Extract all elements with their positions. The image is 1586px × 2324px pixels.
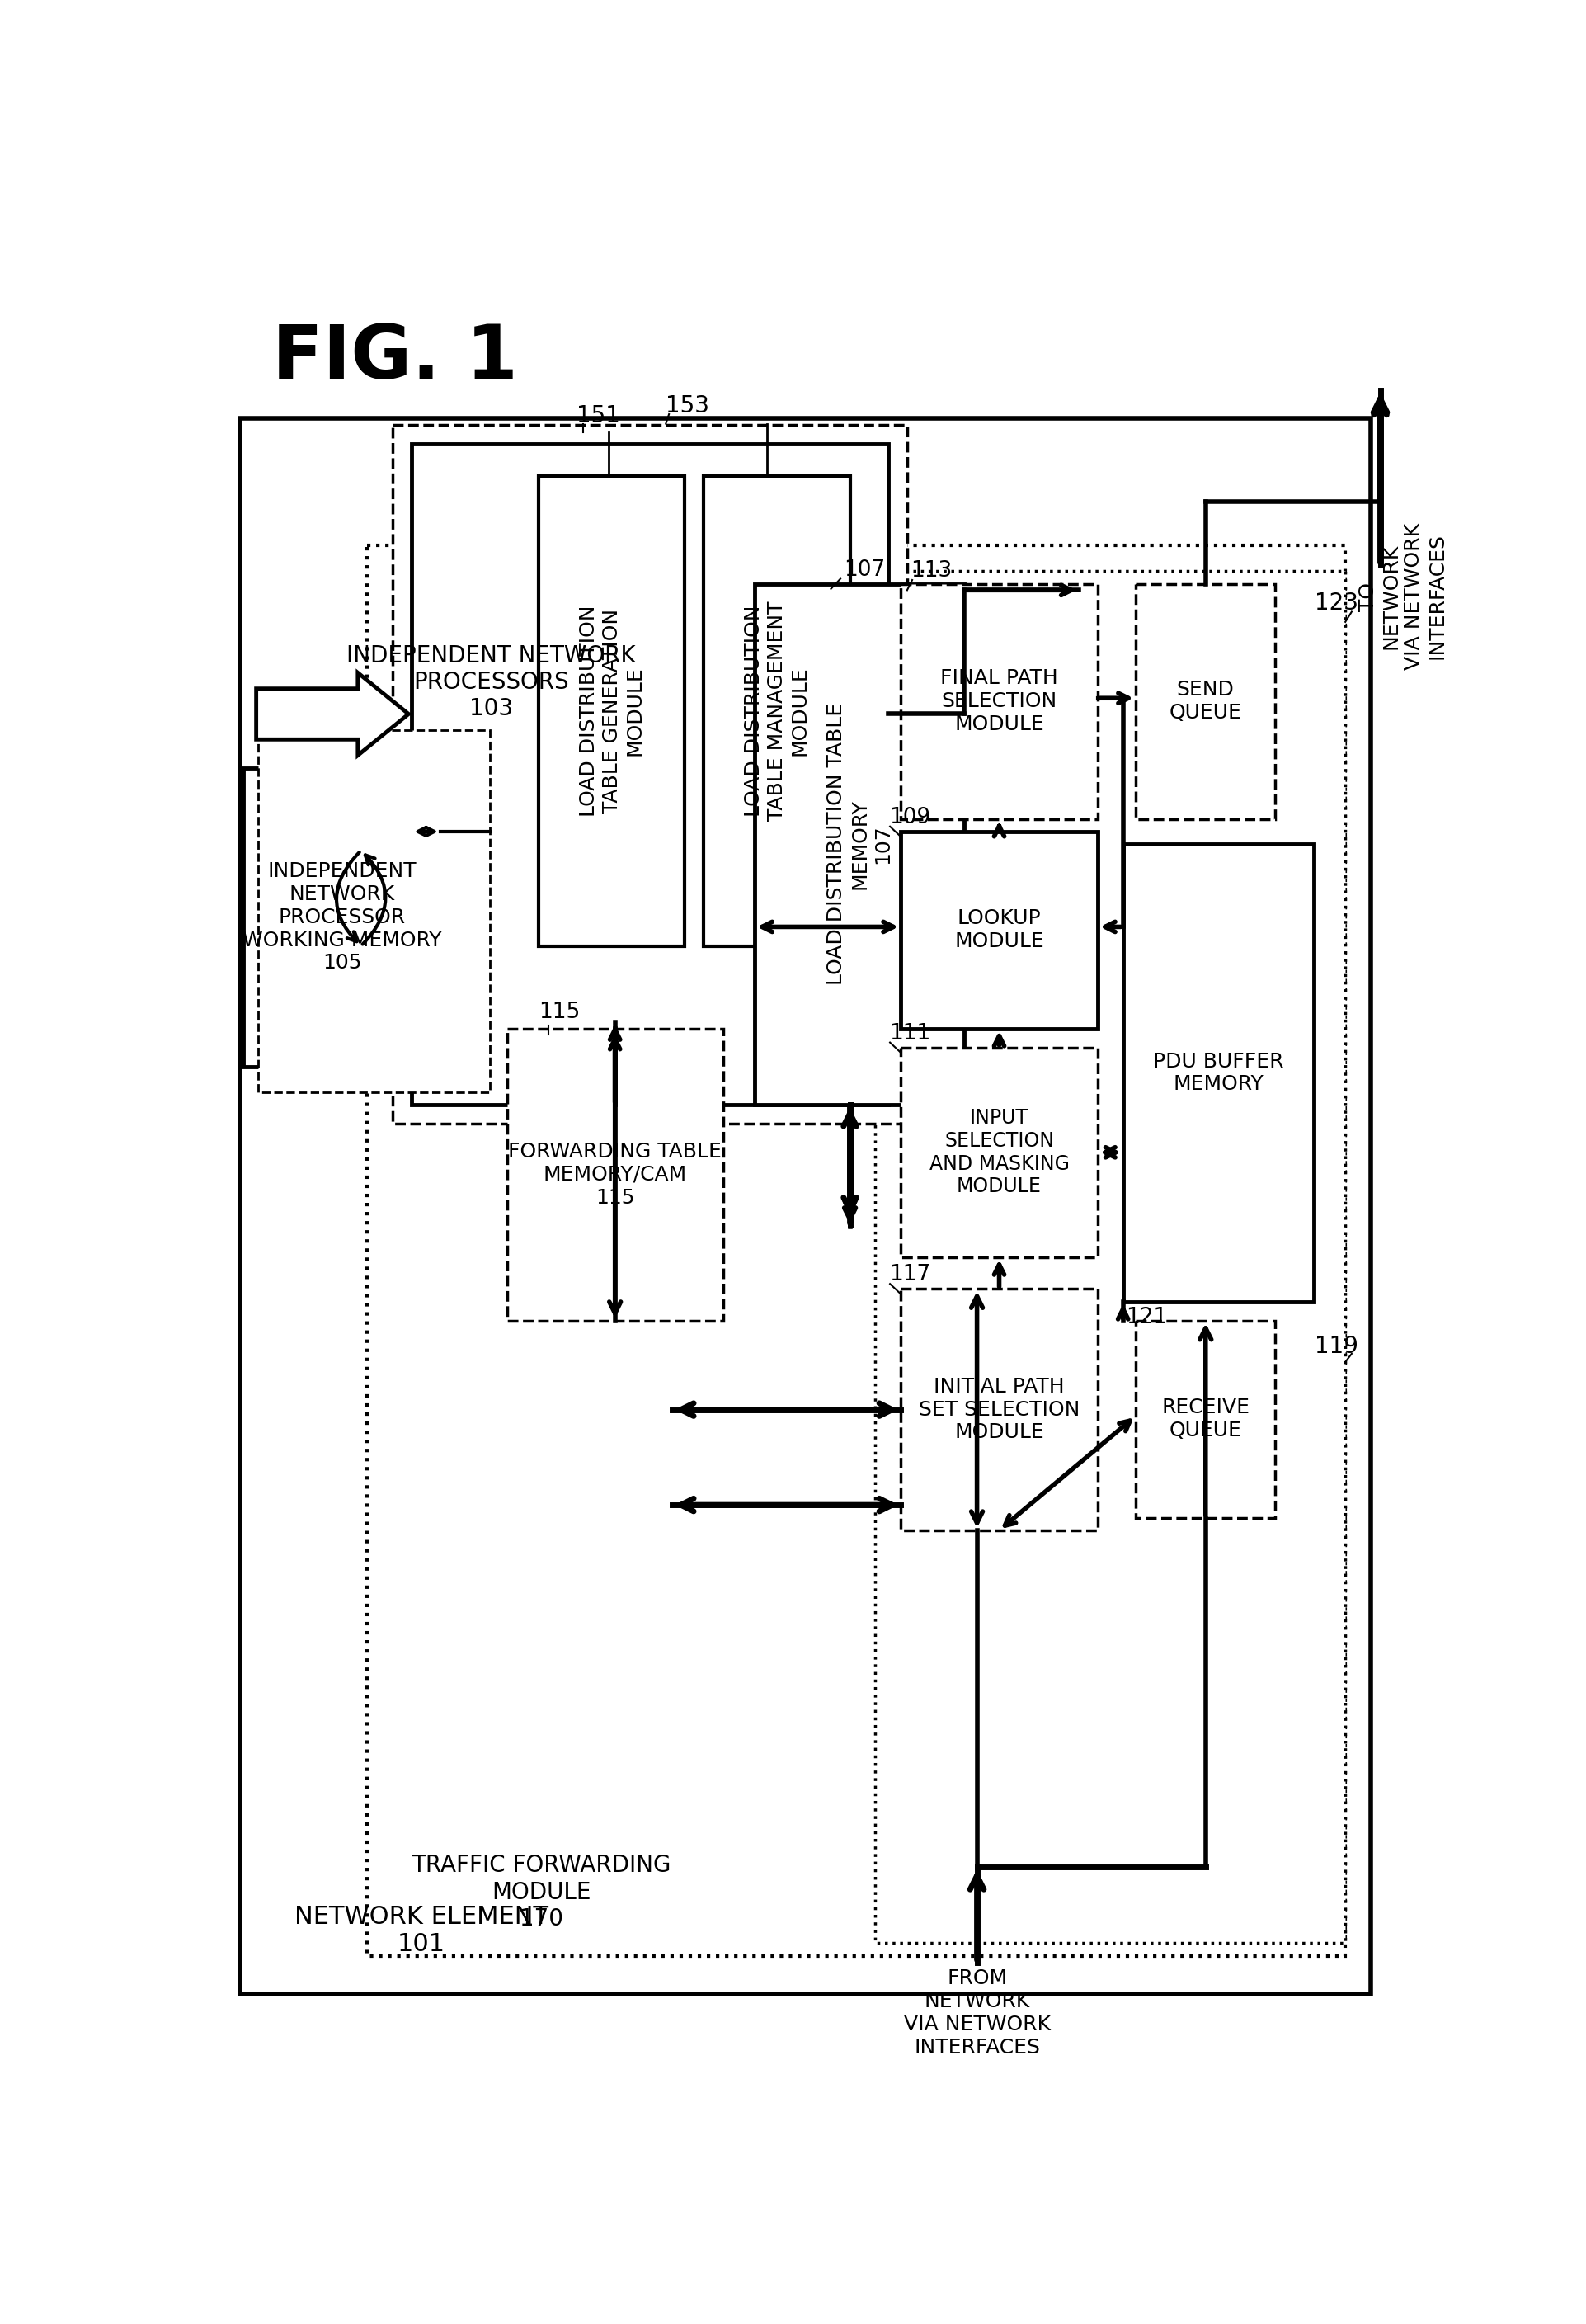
Text: INITIAL PATH
SET SELECTION
MODULE: INITIAL PATH SET SELECTION MODULE [918,1376,1080,1443]
Text: 111: 111 [890,1023,931,1043]
Bar [1136,1320,1275,1518]
Bar [368,546,1345,1957]
Text: SEND
QUEUE: SEND QUEUE [1169,681,1242,723]
Text: 151: 151 [577,404,620,428]
Text: 119: 119 [1315,1334,1358,1357]
Bar [704,476,850,946]
Text: PDU BUFFER
MEMORY: PDU BUFFER MEMORY [1153,1050,1283,1095]
Text: INPUT
SELECTION
AND MASKING
MODULE: INPUT SELECTION AND MASKING MODULE [929,1109,1069,1197]
Text: 117: 117 [890,1264,931,1285]
Bar [901,832,1098,1030]
Text: FORWARDING TABLE
MEMORY/CAM
115: FORWARDING TABLE MEMORY/CAM 115 [508,1141,722,1208]
Bar [539,476,685,946]
Bar [901,1048,1098,1257]
Bar [259,730,490,1092]
Bar [1123,844,1313,1301]
Text: 109: 109 [890,806,931,827]
Text: LOAD DISTRIBUTION
TABLE MANAGEMENT
MODULE: LOAD DISTRIBUTION TABLE MANAGEMENT MODUL… [744,602,810,820]
Text: TRAFFIC FORWARDING
MODULE
170: TRAFFIC FORWARDING MODULE 170 [412,1855,671,1931]
Bar [508,1030,723,1320]
FancyArrow shape [257,672,409,755]
Text: 115: 115 [539,1002,580,1023]
Bar [1136,583,1275,818]
Bar [241,418,1370,1994]
Text: FROM
NETWORK
VIA NETWORK
INTERFACES: FROM NETWORK VIA NETWORK INTERFACES [904,1968,1050,2057]
Text: LOAD DISTRIBUTION
TABLE GENERATION
MODULE: LOAD DISTRIBUTION TABLE GENERATION MODUL… [579,604,644,816]
Bar [901,1290,1098,1529]
Text: RECEIVE
QUEUE: RECEIVE QUEUE [1161,1397,1250,1441]
Text: FINAL PATH
SELECTION
MODULE: FINAL PATH SELECTION MODULE [940,669,1058,734]
Text: NETWORK ELEMENT
101: NETWORK ELEMENT 101 [295,1906,549,1957]
Text: INDEPENDENT NETWORK
PROCESSORS
103: INDEPENDENT NETWORK PROCESSORS 103 [347,644,636,720]
Bar [393,425,907,1125]
Text: 153: 153 [666,395,709,418]
Text: LOAD DISTRIBUTION TABLE
MEMORY
107: LOAD DISTRIBUTION TABLE MEMORY 107 [826,704,893,985]
Bar [412,444,888,1104]
Text: FIG. 1: FIG. 1 [273,323,517,395]
Text: 121: 121 [1126,1306,1167,1329]
Bar [901,583,1098,818]
Text: 123: 123 [1315,590,1358,614]
Text: 113: 113 [910,560,952,581]
Text: INDEPENDENT
NETWORK
PROCESSOR
WORKING MEMORY
105: INDEPENDENT NETWORK PROCESSOR WORKING ME… [243,862,441,974]
Text: 107: 107 [844,560,885,581]
Text: TO
NETWORK
VIA NETWORK
INTERFACES: TO NETWORK VIA NETWORK INTERFACES [1358,523,1446,669]
Bar [755,583,964,1104]
Bar [244,767,441,1067]
Text: LOOKUP
MODULE: LOOKUP MODULE [955,909,1044,951]
Bar [875,572,1345,1943]
